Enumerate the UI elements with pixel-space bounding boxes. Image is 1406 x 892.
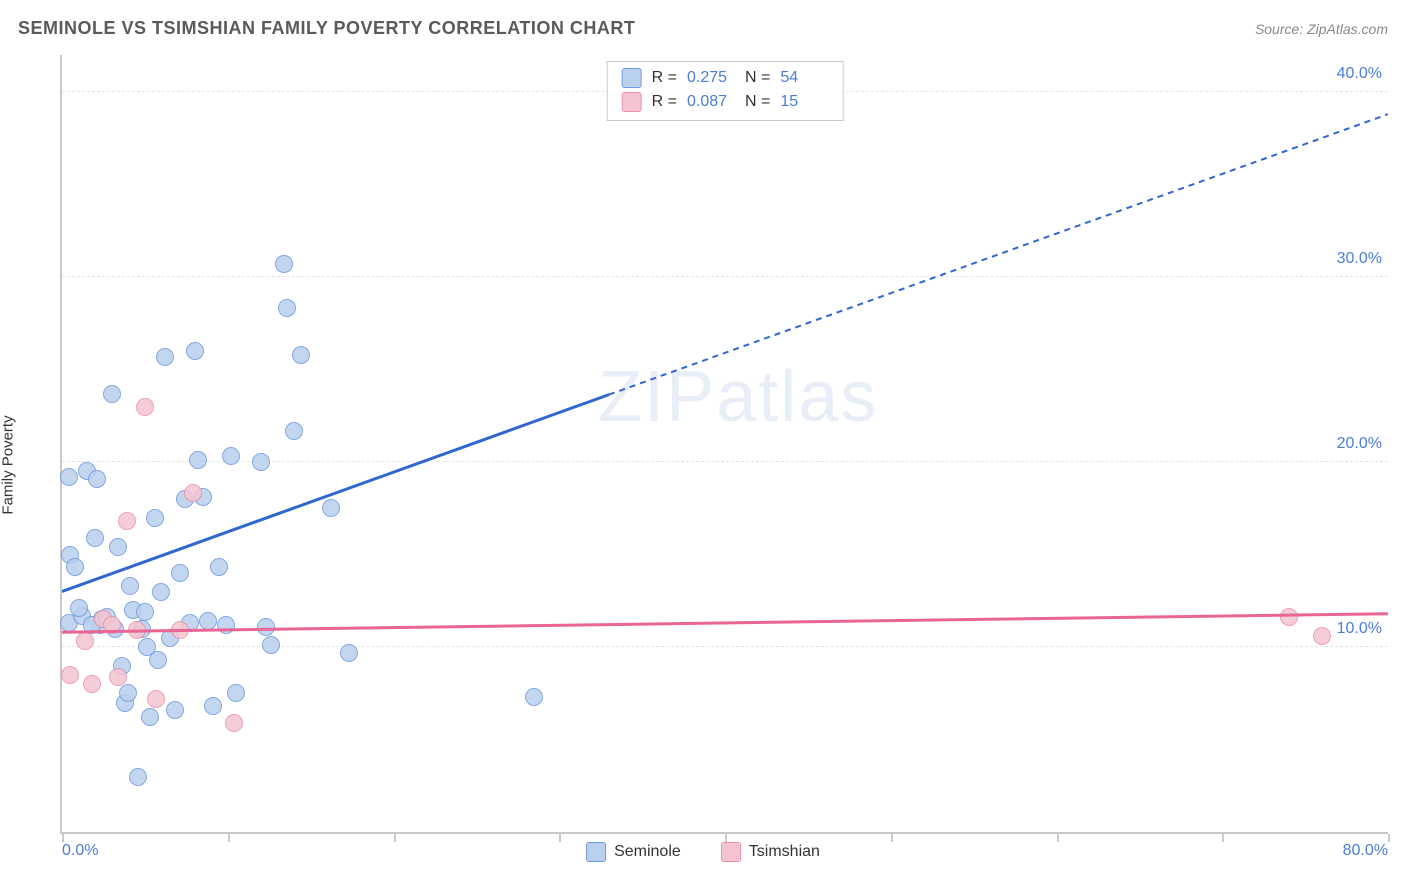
gridline — [62, 276, 1388, 277]
x-tick — [394, 834, 396, 842]
data-point-seminole — [278, 299, 296, 317]
y-tick-label: 30.0% — [1337, 250, 1382, 268]
data-point-tsimshian — [118, 512, 136, 530]
watermark: ZIPatlas — [598, 356, 878, 438]
data-point-seminole — [525, 688, 543, 706]
legend-label-seminole: Seminole — [614, 843, 681, 861]
data-point-tsimshian — [76, 632, 94, 650]
data-point-seminole — [103, 385, 121, 403]
swatch-tsimshian-icon — [721, 842, 741, 862]
x-tick — [1388, 834, 1390, 842]
legend-label-tsimshian: Tsimshian — [749, 843, 820, 861]
data-point-seminole — [199, 612, 217, 630]
data-point-seminole — [149, 651, 167, 669]
data-point-seminole — [292, 346, 310, 364]
data-point-seminole — [109, 538, 127, 556]
swatch-seminole — [622, 68, 642, 88]
data-point-tsimshian — [61, 666, 79, 684]
x-tick — [891, 834, 893, 842]
plot-area: ZIPatlas R = 0.275 N = 54 R = 0.087 N = … — [60, 55, 1388, 834]
data-point-seminole — [136, 603, 154, 621]
data-point-seminole — [171, 564, 189, 582]
data-point-seminole — [257, 618, 275, 636]
data-point-seminole — [88, 470, 106, 488]
data-point-tsimshian — [109, 668, 127, 686]
data-point-seminole — [227, 684, 245, 702]
legend-item-seminole: Seminole — [586, 842, 681, 862]
chart-title: SEMINOLE VS TSIMSHIAN FAMILY POVERTY COR… — [18, 18, 635, 39]
y-axis-label: Family Poverty — [0, 415, 17, 514]
data-point-seminole — [146, 509, 164, 527]
regression-row-seminole: R = 0.275 N = 54 — [622, 66, 829, 90]
data-point-seminole — [222, 447, 240, 465]
y-tick-label: 40.0% — [1337, 65, 1382, 83]
data-point-seminole — [252, 453, 270, 471]
data-point-seminole — [70, 599, 88, 617]
x-tick — [62, 834, 64, 842]
data-point-seminole — [340, 644, 358, 662]
data-point-tsimshian — [147, 690, 165, 708]
data-point-seminole — [121, 577, 139, 595]
data-point-seminole — [156, 348, 174, 366]
data-point-tsimshian — [184, 484, 202, 502]
data-point-seminole — [141, 708, 159, 726]
y-tick-label: 10.0% — [1337, 620, 1382, 638]
data-point-seminole — [210, 558, 228, 576]
data-point-seminole — [186, 342, 204, 360]
x-tick — [1222, 834, 1224, 842]
data-point-tsimshian — [128, 621, 146, 639]
data-point-seminole — [60, 468, 78, 486]
swatch-tsimshian — [622, 92, 642, 112]
data-point-tsimshian — [136, 398, 154, 416]
data-point-seminole — [204, 697, 222, 715]
source-label: Source: ZipAtlas.com — [1255, 21, 1388, 37]
data-point-tsimshian — [225, 714, 243, 732]
gridline — [62, 646, 1388, 647]
data-point-seminole — [275, 255, 293, 273]
x-tick — [559, 834, 561, 842]
data-point-seminole — [66, 558, 84, 576]
regression-legend: R = 0.275 N = 54 R = 0.087 N = 15 — [607, 61, 844, 121]
data-point-seminole — [217, 616, 235, 634]
x-tick — [228, 834, 230, 842]
regression-lines — [62, 55, 1388, 832]
data-point-seminole — [152, 583, 170, 601]
data-point-seminole — [322, 499, 340, 517]
data-point-tsimshian — [171, 621, 189, 639]
regression-row-tsimshian: R = 0.087 N = 15 — [622, 90, 829, 114]
x-tick — [725, 834, 727, 842]
swatch-seminole-icon — [586, 842, 606, 862]
data-point-seminole — [262, 636, 280, 654]
data-point-seminole — [129, 768, 147, 786]
data-point-seminole — [119, 684, 137, 702]
bottom-legend: Seminole Tsimshian — [586, 842, 820, 862]
data-point-seminole — [86, 529, 104, 547]
chart-container: Family Poverty ZIPatlas R = 0.275 N = 54… — [18, 55, 1388, 874]
y-tick-label: 20.0% — [1337, 435, 1382, 453]
data-point-tsimshian — [103, 616, 121, 634]
data-point-seminole — [285, 422, 303, 440]
data-point-tsimshian — [1313, 627, 1331, 645]
data-point-seminole — [166, 701, 184, 719]
legend-item-tsimshian: Tsimshian — [721, 842, 820, 862]
data-point-tsimshian — [83, 675, 101, 693]
x-tick — [1057, 834, 1059, 842]
data-point-tsimshian — [1280, 608, 1298, 626]
data-point-seminole — [189, 451, 207, 469]
